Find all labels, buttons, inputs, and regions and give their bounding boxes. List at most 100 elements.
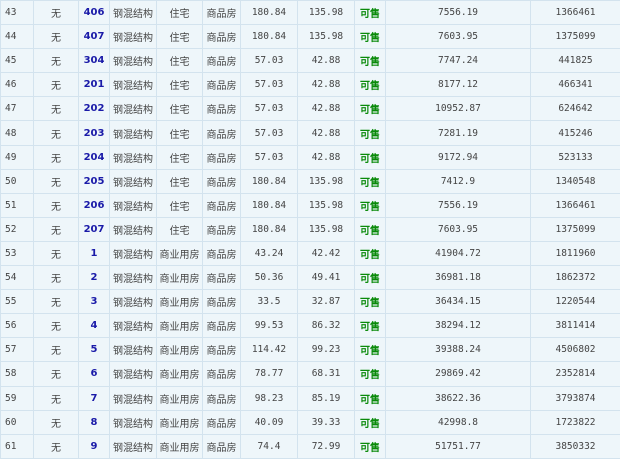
room-link[interactable]: 6 [91,368,98,379]
house-type-cell: 商品房 [203,97,241,121]
floor-area: 74.4 [241,434,298,458]
unit-cell: 无 [34,217,79,241]
sale-status: 可售 [355,193,386,217]
unit-price: 36981.18 [386,266,531,290]
house-type-cell: 商品房 [203,434,241,458]
unit-cell: 无 [34,121,79,145]
unit-cell: 无 [34,1,79,25]
sale-status: 可售 [355,290,386,314]
row-number: 56 [1,314,34,338]
unit-price: 41904.72 [386,241,531,265]
room-link[interactable]: 4 [91,320,98,331]
room-number: 3 [79,290,110,314]
inner-area: 135.98 [298,193,355,217]
room-number: 204 [79,145,110,169]
structure-cell: 钢混结构 [110,193,157,217]
house-type-cell: 商品房 [203,217,241,241]
row-number: 52 [1,217,34,241]
unit-price: 7603.95 [386,25,531,49]
status-badge: 可售 [360,395,380,406]
usage-cell: 住宅 [157,25,203,49]
room-link[interactable]: 5 [91,344,98,355]
structure-cell: 钢混结构 [110,266,157,290]
room-link[interactable]: 406 [84,7,105,18]
house-type-cell: 商品房 [203,121,241,145]
total-price: 624642 [531,97,620,121]
structure-cell: 钢混结构 [110,73,157,97]
inner-area: 42.42 [298,241,355,265]
room-link[interactable]: 201 [84,79,105,90]
total-price: 1366461 [531,1,620,25]
floor-area: 78.77 [241,362,298,386]
floor-area: 180.84 [241,217,298,241]
status-badge: 可售 [360,33,380,44]
room-number: 203 [79,121,110,145]
room-link[interactable]: 204 [84,152,105,163]
sale-status: 可售 [355,338,386,362]
inner-area: 68.31 [298,362,355,386]
room-number: 407 [79,25,110,49]
inner-area: 42.88 [298,121,355,145]
floor-area: 40.09 [241,410,298,434]
status-badge: 可售 [360,322,380,333]
status-badge: 可售 [360,130,380,141]
status-badge: 可售 [360,298,380,309]
row-number: 43 [1,1,34,25]
total-price: 3793874 [531,386,620,410]
unit-cell: 无 [34,25,79,49]
total-price: 415246 [531,121,620,145]
floor-area: 57.03 [241,97,298,121]
floor-area: 99.53 [241,314,298,338]
house-type-cell: 商品房 [203,193,241,217]
room-link[interactable]: 304 [84,55,105,66]
row-number: 53 [1,241,34,265]
unit-price: 7412.9 [386,169,531,193]
floor-area: 33.5 [241,290,298,314]
house-type-cell: 商品房 [203,73,241,97]
unit-price: 51751.77 [386,434,531,458]
sale-status: 可售 [355,73,386,97]
room-link[interactable]: 207 [84,224,105,235]
total-price: 1723822 [531,410,620,434]
row-number: 47 [1,97,34,121]
usage-cell: 住宅 [157,97,203,121]
house-type-cell: 商品房 [203,386,241,410]
row-number: 45 [1,49,34,73]
row-number: 59 [1,386,34,410]
unit-price: 7556.19 [386,193,531,217]
room-link[interactable]: 205 [84,176,105,187]
status-badge: 可售 [360,226,380,237]
inner-area: 135.98 [298,25,355,49]
room-link[interactable]: 202 [84,103,105,114]
room-link[interactable]: 206 [84,200,105,211]
room-link[interactable]: 203 [84,128,105,139]
room-link[interactable]: 8 [91,417,98,428]
room-link[interactable]: 3 [91,296,98,307]
status-badge: 可售 [360,81,380,92]
room-link[interactable]: 9 [91,441,98,452]
usage-cell: 住宅 [157,217,203,241]
house-type-cell: 商品房 [203,241,241,265]
floor-area: 180.84 [241,25,298,49]
room-number: 206 [79,193,110,217]
sale-status: 可售 [355,241,386,265]
sale-status: 可售 [355,49,386,73]
total-price: 1220544 [531,290,620,314]
house-type-cell: 商品房 [203,362,241,386]
structure-cell: 钢混结构 [110,121,157,145]
row-number: 48 [1,121,34,145]
sale-status: 可售 [355,97,386,121]
usage-cell: 商业用房 [157,410,203,434]
structure-cell: 钢混结构 [110,25,157,49]
sale-status: 可售 [355,362,386,386]
unit-cell: 无 [34,193,79,217]
unit-cell: 无 [34,73,79,97]
inner-area: 42.88 [298,145,355,169]
room-link[interactable]: 7 [91,393,98,404]
room-link[interactable]: 407 [84,31,105,42]
room-link[interactable]: 2 [91,272,98,283]
total-price: 1375099 [531,25,620,49]
room-link[interactable]: 1 [91,248,98,259]
